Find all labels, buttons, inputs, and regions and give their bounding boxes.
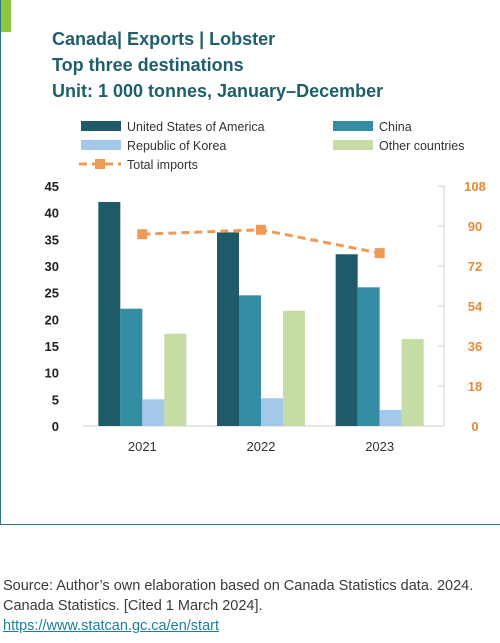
- source-link[interactable]: https://www.statcan.gc.ca/en/start: [3, 618, 219, 634]
- bar-other-2023: [401, 339, 424, 426]
- legend-label: Republic of Korea: [127, 139, 226, 153]
- bar-china-2023: [357, 287, 380, 426]
- y-left-tick-label: 40: [45, 206, 59, 221]
- total-imports-line: [137, 224, 385, 259]
- y-axis-left: 0 5 10 15 20 25 30 35 40 45: [45, 179, 59, 434]
- bar-korea-2021: [142, 399, 165, 426]
- y-left-tick-label: 35: [45, 232, 59, 247]
- legend: United States of America China Republic of…: [79, 120, 464, 172]
- y-right-tick-label: 90: [468, 219, 482, 234]
- y-right-tick-label: 0: [471, 419, 478, 434]
- y-right-tick-label: 108: [464, 179, 486, 194]
- bars: [98, 202, 424, 426]
- x-tick-label: 2021: [128, 439, 157, 454]
- y-left-tick-label: 30: [45, 259, 59, 274]
- total-imports-marker-2023: [374, 248, 385, 259]
- y-left-tick-label: 15: [45, 339, 59, 354]
- y-left-tick-label: 25: [45, 286, 59, 301]
- bar-line-chart: United States of America China Republic of…: [45, 120, 486, 454]
- bar-other-2021: [164, 333, 187, 426]
- y-right-tick-label: 54: [468, 299, 483, 314]
- bar-china-2021: [120, 308, 143, 426]
- y-left-tick-label: 20: [45, 312, 59, 327]
- y-left-tick-label: 45: [45, 179, 59, 194]
- y-right-tick-label: 18: [468, 379, 482, 394]
- chart-title: Canada| Exports | Lobster: [52, 29, 276, 49]
- legend-label: United States of America: [127, 120, 265, 134]
- y-axis-right: 0 18 36 54 72 90 108: [438, 179, 486, 434]
- chart-unit-line: Unit: 1 000 tonnes, January–December: [52, 81, 384, 101]
- bar-korea-2022: [261, 398, 283, 426]
- y-right-tick-label: 72: [468, 259, 482, 274]
- chart-subtitle: Top three destinations: [52, 55, 244, 75]
- legend-swatch-china: [333, 121, 373, 131]
- total-imports-marker-2021: [137, 229, 148, 240]
- legend-label: Other countries: [379, 139, 464, 153]
- bar-usa-2023: [335, 254, 358, 426]
- bar-china-2022: [239, 295, 261, 426]
- y-left-tick-label: 10: [45, 366, 59, 381]
- accent-bar: [1, 0, 11, 32]
- legend-swatch-other: [333, 140, 373, 150]
- legend-swatch-usa: [81, 121, 121, 131]
- bar-other-2022: [283, 310, 305, 426]
- y-left-tick-label: 0: [52, 419, 59, 434]
- x-tick-label: 2022: [247, 439, 276, 454]
- legend-label: Total imports: [127, 158, 198, 172]
- bar-korea-2023: [379, 410, 402, 426]
- legend-marker-total: [95, 159, 105, 169]
- x-axis-labels: 2021 2022 2023: [128, 439, 394, 454]
- bar-usa-2021: [98, 202, 121, 426]
- legend-label: China: [379, 120, 412, 134]
- total-imports-marker-2022: [256, 224, 266, 235]
- chart-panel: Canada| Exports | Lobster Top three dest…: [0, 0, 500, 525]
- y-left-tick-label: 5: [52, 392, 59, 407]
- x-tick-label: 2023: [365, 439, 394, 454]
- legend-swatch-korea: [81, 140, 121, 150]
- source-text: Source: Author’s own elaboration based o…: [3, 578, 474, 614]
- bar-usa-2022: [217, 232, 239, 426]
- source-note: Source: Author’s own elaboration based o…: [3, 576, 493, 636]
- y-right-tick-label: 36: [468, 339, 482, 354]
